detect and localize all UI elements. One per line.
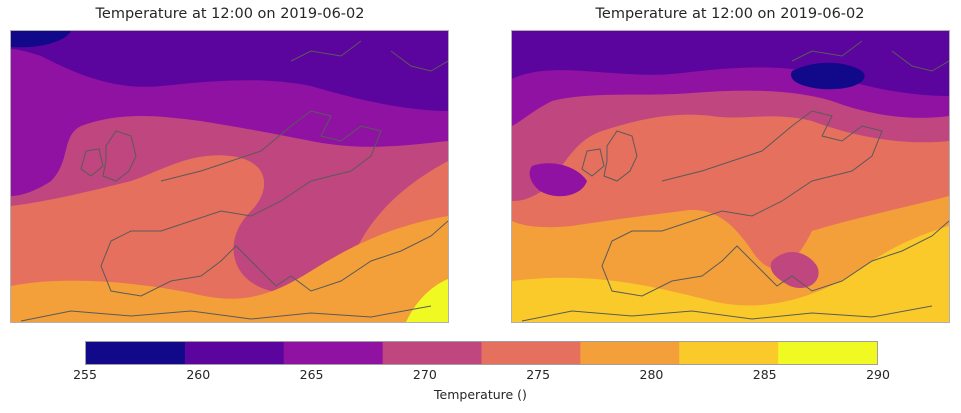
band-270-275-east [770,251,819,289]
colorbar-tick-label: 285 [752,367,777,382]
colorbar-segment [679,342,779,364]
panel-title-left: Temperature at 12:00 on 2019-06-02 [95,6,365,22]
coastlines [521,40,949,322]
colorbar [85,341,878,365]
colorbar-tick-label: 280 [639,367,664,382]
colorbar-segment [382,342,483,364]
colorbar-segment [283,342,384,364]
band-260-265 [11,31,448,111]
band-260-265 [512,31,949,96]
colorbar-segment [778,342,877,364]
coastlines [20,40,448,322]
band-285-290-south [512,226,949,322]
temperature-map-right [511,30,950,323]
colorbar-label: Temperature () [434,387,527,402]
colorbar-tick-label: 260 [186,367,211,382]
panel-title-right: Temperature at 12:00 on 2019-06-02 [595,6,865,22]
colorbar-segment [481,342,581,364]
colorbar-segment [580,342,680,364]
colorbar-tick-label: 265 [299,367,324,382]
band-255-260 [791,62,865,90]
colorbar-tick-label: 290 [866,367,890,382]
band-265-270-west [529,163,587,197]
band-280-285-south [11,216,448,322]
colorbar-tick-label: 255 [73,367,97,382]
temperature-map-left [10,30,449,323]
band-285-290 [406,279,448,322]
colorbar-tick-label: 275 [526,367,551,382]
colorbar-tick-label: 270 [412,367,437,382]
colorbar-segment [184,342,285,364]
colorbar-segment [86,342,186,364]
band-255-260 [11,31,71,48]
